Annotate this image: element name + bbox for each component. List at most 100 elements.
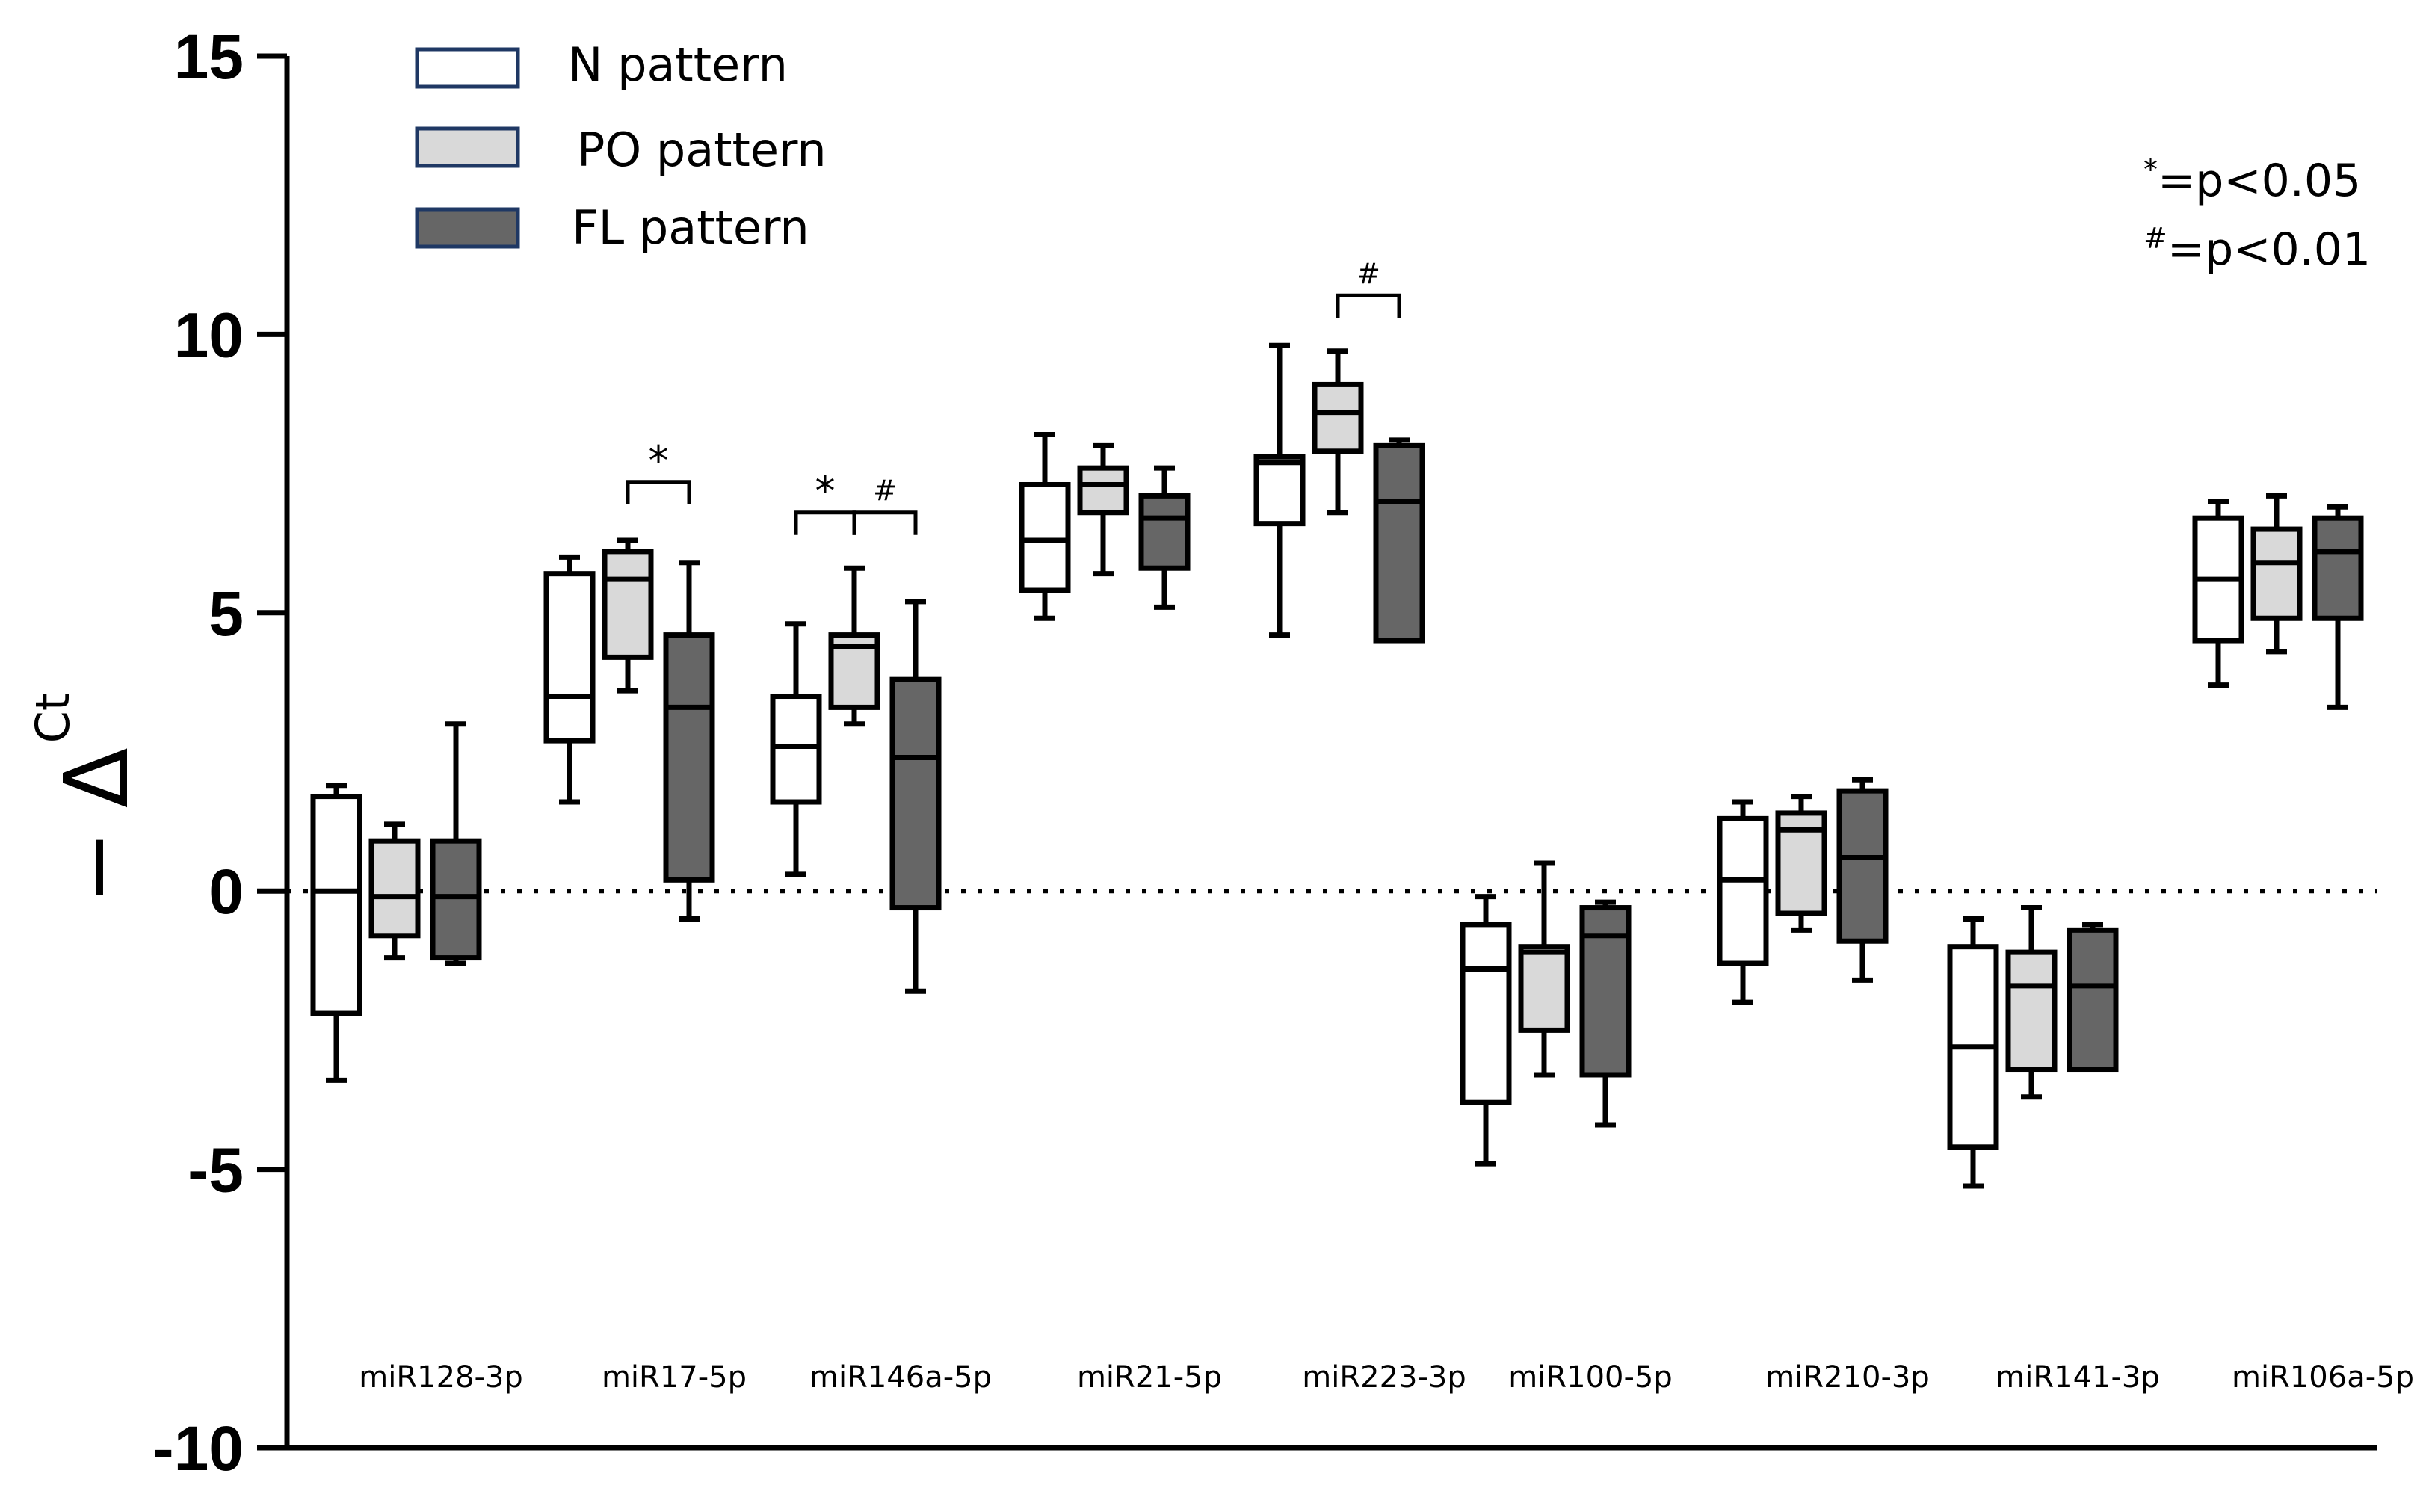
sig-bracket-line	[1336, 293, 1401, 318]
box-n-miR17-5p	[543, 554, 596, 805]
y-tick-label: 10	[174, 300, 244, 370]
box-n-miR210-3p	[1717, 799, 1769, 1005]
significance-brackets: * * # #	[626, 257, 1401, 535]
y-tick-label: -10	[153, 1413, 244, 1484]
box-iqr	[2250, 526, 2303, 621]
y-axis-label: − ΔCt	[25, 693, 148, 904]
box-iqr	[2005, 949, 2058, 1073]
sig-bracket-miR17-5p-*: *	[626, 437, 691, 504]
box-iqr	[2312, 515, 2364, 621]
box-n-miR223-3p	[1253, 342, 1306, 638]
box-iqr	[663, 632, 715, 883]
note-p001-text: =p<0.01	[2167, 223, 2371, 276]
box-po-miR210-3p	[1775, 794, 1827, 933]
note-p005-text: =p<0.05	[2158, 155, 2361, 207]
category-label-miR100-5p: miR100-5p	[1508, 1360, 1673, 1395]
note-p001-symbol: #	[2143, 222, 2167, 255]
legend-label-n-pattern: N pattern	[568, 37, 788, 92]
box-fl-miR223-3p	[1373, 437, 1425, 644]
box-iqr	[368, 838, 421, 939]
sig-bracket-line	[794, 510, 856, 535]
legend-label-po-pattern: PO pattern	[577, 123, 827, 177]
category-labels: miR128-3p miR17-5p miR146a-5p miR21-5p miR22…	[359, 1360, 2414, 1395]
box-fl-miR106a-5p	[2312, 504, 2364, 710]
legend: N pattern PO pattern FL pattern	[415, 37, 827, 255]
category-label-miR146a-5p: miR146a-5p	[809, 1360, 992, 1395]
sig-bracket-miR146a-5p-#: #	[852, 475, 918, 535]
box-n-miR146a-5p	[770, 621, 822, 877]
box-po-miR223-3p	[1312, 348, 1364, 516]
sig-symbol: #	[873, 475, 897, 507]
note-p005-symbol: *	[2143, 153, 2158, 186]
legend-label-fl-pattern: FL pattern	[572, 200, 809, 255]
category-label-miR17-5p: miR17-5p	[602, 1360, 747, 1395]
box-iqr	[1460, 922, 1512, 1105]
significance-notes: *=p<0.05 #=p<0.01	[2143, 153, 2371, 276]
box-n-miR141-3p	[1947, 916, 1999, 1189]
category-label-miR223-3p: miR223-3p	[1302, 1360, 1466, 1395]
category-label-miR210-3p: miR210-3p	[1765, 1360, 1930, 1395]
y-tick-label: -5	[188, 1135, 244, 1206]
box-po-miR106a-5p	[2250, 493, 2303, 655]
box-iqr	[543, 571, 596, 744]
box-fl-miR100-5p	[1579, 899, 1632, 1128]
note-p001: #=p<0.01	[2143, 222, 2371, 276]
box-n-miR128-3p	[310, 783, 362, 1083]
y-axis-label-sup: Ct	[25, 693, 80, 744]
box-iqr	[1579, 905, 1632, 1078]
box-iqr	[1138, 493, 1191, 571]
box-n-miR106a-5p	[2192, 499, 2244, 688]
box-fl-miR146a-5p	[889, 599, 942, 994]
box-fl-miR21-5p	[1138, 465, 1191, 610]
sig-symbol: *	[815, 468, 836, 515]
box-iqr	[1077, 465, 1129, 516]
box-iqr	[1253, 454, 1306, 527]
box-iqr	[889, 676, 942, 911]
box-iqr	[1312, 381, 1364, 454]
box-n-miR21-5p	[1019, 431, 1071, 621]
box-iqr	[602, 549, 654, 660]
axes: 15 10 5 0 -5 -10	[153, 22, 2377, 1484]
category-label-miR106a-5p: miR106a-5p	[2232, 1360, 2414, 1395]
legend-swatch-po-pattern	[415, 126, 520, 168]
legend-swatch-fl-pattern	[415, 207, 520, 249]
y-tick-label: 5	[209, 578, 244, 649]
box-po-miR100-5p	[1518, 860, 1570, 1078]
box-iqr	[1019, 481, 1071, 593]
category-label-miR141-3p: miR141-3p	[1996, 1360, 2160, 1395]
box-po-miR21-5p	[1077, 442, 1129, 577]
box-po-miR141-3p	[2005, 905, 2058, 1100]
box-iqr	[2067, 927, 2119, 1073]
sig-symbol: *	[649, 437, 669, 484]
y-axis-label-minus: −	[45, 830, 148, 904]
y-tick-label: 15	[174, 22, 244, 92]
sig-bracket-line	[852, 510, 918, 535]
box-iqr	[1836, 788, 1889, 944]
box-po-miR17-5p	[602, 537, 654, 694]
box-fl-miR128-3p	[430, 721, 482, 966]
y-axis-label-text: − ΔCt	[25, 693, 148, 904]
box-po-miR146a-5p	[828, 565, 880, 727]
category-label-miR128-3p: miR128-3p	[359, 1360, 523, 1395]
category-label-miR21-5p: miR21-5p	[1077, 1360, 1222, 1395]
box-fl-miR141-3p	[2067, 922, 2119, 1073]
box-iqr	[430, 838, 482, 961]
legend-swatch-n-pattern	[415, 47, 520, 89]
sig-bracket-miR223-3p-#: #	[1336, 257, 1401, 318]
sig-bracket-line	[626, 480, 691, 504]
box-iqr	[1717, 815, 1769, 966]
box-series	[310, 342, 2364, 1189]
box-n-miR100-5p	[1460, 894, 1512, 1167]
box-po-miR128-3p	[368, 821, 421, 961]
note-p005: *=p<0.05	[2143, 153, 2361, 207]
box-iqr	[770, 694, 822, 805]
box-iqr	[310, 794, 362, 1016]
box-fl-miR17-5p	[663, 560, 715, 922]
box-fl-miR210-3p	[1836, 777, 1889, 983]
box-iqr	[1373, 442, 1425, 644]
y-tick-label: 0	[209, 857, 244, 927]
sig-bracket-miR146a-5p-*: *	[794, 468, 856, 535]
box-iqr	[1518, 944, 1570, 1033]
sig-symbol: #	[1356, 257, 1380, 290]
